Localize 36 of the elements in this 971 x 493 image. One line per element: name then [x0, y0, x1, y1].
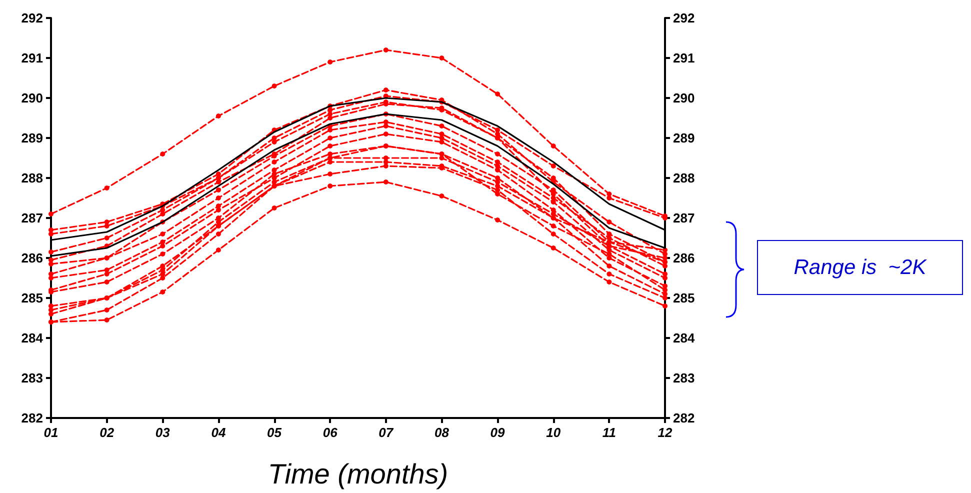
y2-tick-label: 292 — [673, 10, 695, 26]
x-tick-label: 09 — [490, 425, 506, 440]
y-tick-label: 291 — [21, 50, 43, 66]
x-tick-label: 06 — [322, 425, 338, 440]
y-tick-label: 282 — [21, 410, 43, 426]
y-tick-label: 283 — [21, 370, 43, 386]
y2-tick-label: 283 — [673, 370, 695, 386]
y-tick-label: 289 — [21, 130, 43, 146]
y2-tick-label: 285 — [673, 290, 695, 306]
x-tick-label: 12 — [658, 425, 673, 440]
x-axis-title: Time (months) — [268, 458, 448, 490]
x-tick-label: 02 — [100, 425, 115, 440]
x-tick-label: 11 — [602, 425, 616, 440]
y-tick-label: 292 — [21, 10, 43, 26]
y-tick-label: 287 — [21, 210, 43, 226]
y2-tick-label: 282 — [673, 410, 695, 426]
text: Range is ~2K — [757, 240, 963, 295]
y2-tick-label: 286 — [673, 250, 695, 266]
y2-tick-label: 287 — [673, 210, 695, 226]
y-tick-label: 284 — [21, 330, 44, 346]
y2-tick-label: 290 — [673, 90, 695, 106]
y2-tick-label: 291 — [673, 50, 695, 66]
x-tick-label: 01 — [44, 425, 58, 440]
x-tick-label: 10 — [546, 425, 562, 440]
y-tick-label: 288 — [21, 170, 43, 186]
y-tick-label: 285 — [21, 290, 43, 306]
x-tick-label: 05 — [267, 425, 282, 440]
y-tick-label: 290 — [21, 90, 43, 106]
y-tick-label: 286 — [21, 250, 43, 266]
x-tick-label: 04 — [211, 425, 226, 440]
y2-tick-label: 288 — [673, 170, 695, 186]
x-tick-label: 07 — [378, 425, 394, 440]
x-tick-label: 03 — [155, 425, 171, 440]
y2-tick-label: 289 — [673, 130, 695, 146]
x-tick-label: 08 — [434, 425, 450, 440]
y2-tick-label: 284 — [673, 330, 696, 346]
